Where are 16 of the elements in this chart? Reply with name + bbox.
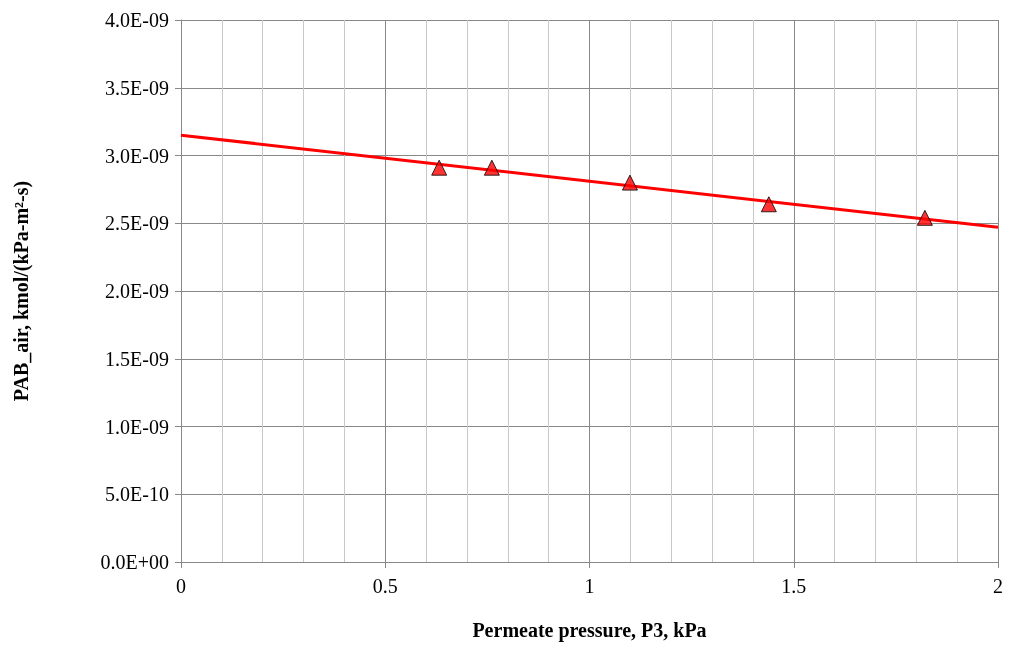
y-tick-label: 4.0E-09 <box>105 9 169 31</box>
y-tick-label: 3.5E-09 <box>105 76 169 99</box>
x-tick-label: 1 <box>584 575 595 597</box>
x-tick-label: 0.5 <box>372 575 398 597</box>
x-tick-label: 1.5 <box>781 575 807 597</box>
y-tick-label: 2.0E-09 <box>105 280 169 302</box>
y-tick-label: 3.0E-09 <box>105 144 169 167</box>
y-tick-label: 2.5E-09 <box>105 212 169 235</box>
x-axis-title: Permeate pressure, P3, kPa <box>472 619 707 642</box>
y-tick-label: 1.0E-09 <box>105 415 169 438</box>
y-tick-label: 5.0E-10 <box>105 483 169 506</box>
y-axis-title: PAB_air, kmol/(kPa-m²-s) <box>10 180 33 402</box>
y-tick-label: 1.5E-09 <box>105 347 169 370</box>
x-tick-label: 0 <box>176 575 186 597</box>
x-tick-label: 2 <box>993 575 1003 597</box>
y-tick-label: 0.0E+00 <box>100 551 169 573</box>
